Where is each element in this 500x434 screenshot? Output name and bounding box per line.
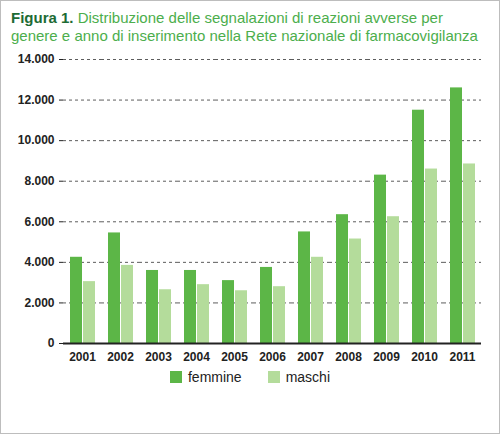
svg-text:2002: 2002 — [107, 350, 134, 364]
svg-text:2011: 2011 — [449, 350, 475, 364]
svg-text:10.000: 10.000 — [18, 133, 55, 147]
svg-text:2004: 2004 — [183, 350, 210, 364]
svg-text:14.000: 14.000 — [18, 52, 55, 66]
svg-text:2005: 2005 — [221, 350, 248, 364]
html-text:maschi: maschi — [285, 369, 330, 385]
svg-text:2003: 2003 — [145, 350, 172, 364]
svg-text:4.000: 4.000 — [24, 255, 54, 269]
svg-text:2001: 2001 — [69, 350, 96, 364]
html-text:Figura 1. Distribuzione delle: Figura 1. Distribuzione delle segnalazio… — [11, 9, 478, 44]
svg-text:2009: 2009 — [373, 350, 400, 364]
svg-text:2.000: 2.000 — [24, 296, 54, 310]
svg-text:12.000: 12.000 — [18, 93, 55, 107]
svg-text:2006: 2006 — [259, 350, 286, 364]
svg-text:2008: 2008 — [335, 350, 362, 364]
svg-text:2007: 2007 — [297, 350, 324, 364]
svg-text:6.000: 6.000 — [24, 215, 54, 229]
svg-text:0: 0 — [48, 336, 55, 350]
svg-text:8.000: 8.000 — [24, 174, 54, 188]
html-text:femmine: femmine — [188, 369, 242, 385]
svg-text:2010: 2010 — [411, 350, 438, 364]
